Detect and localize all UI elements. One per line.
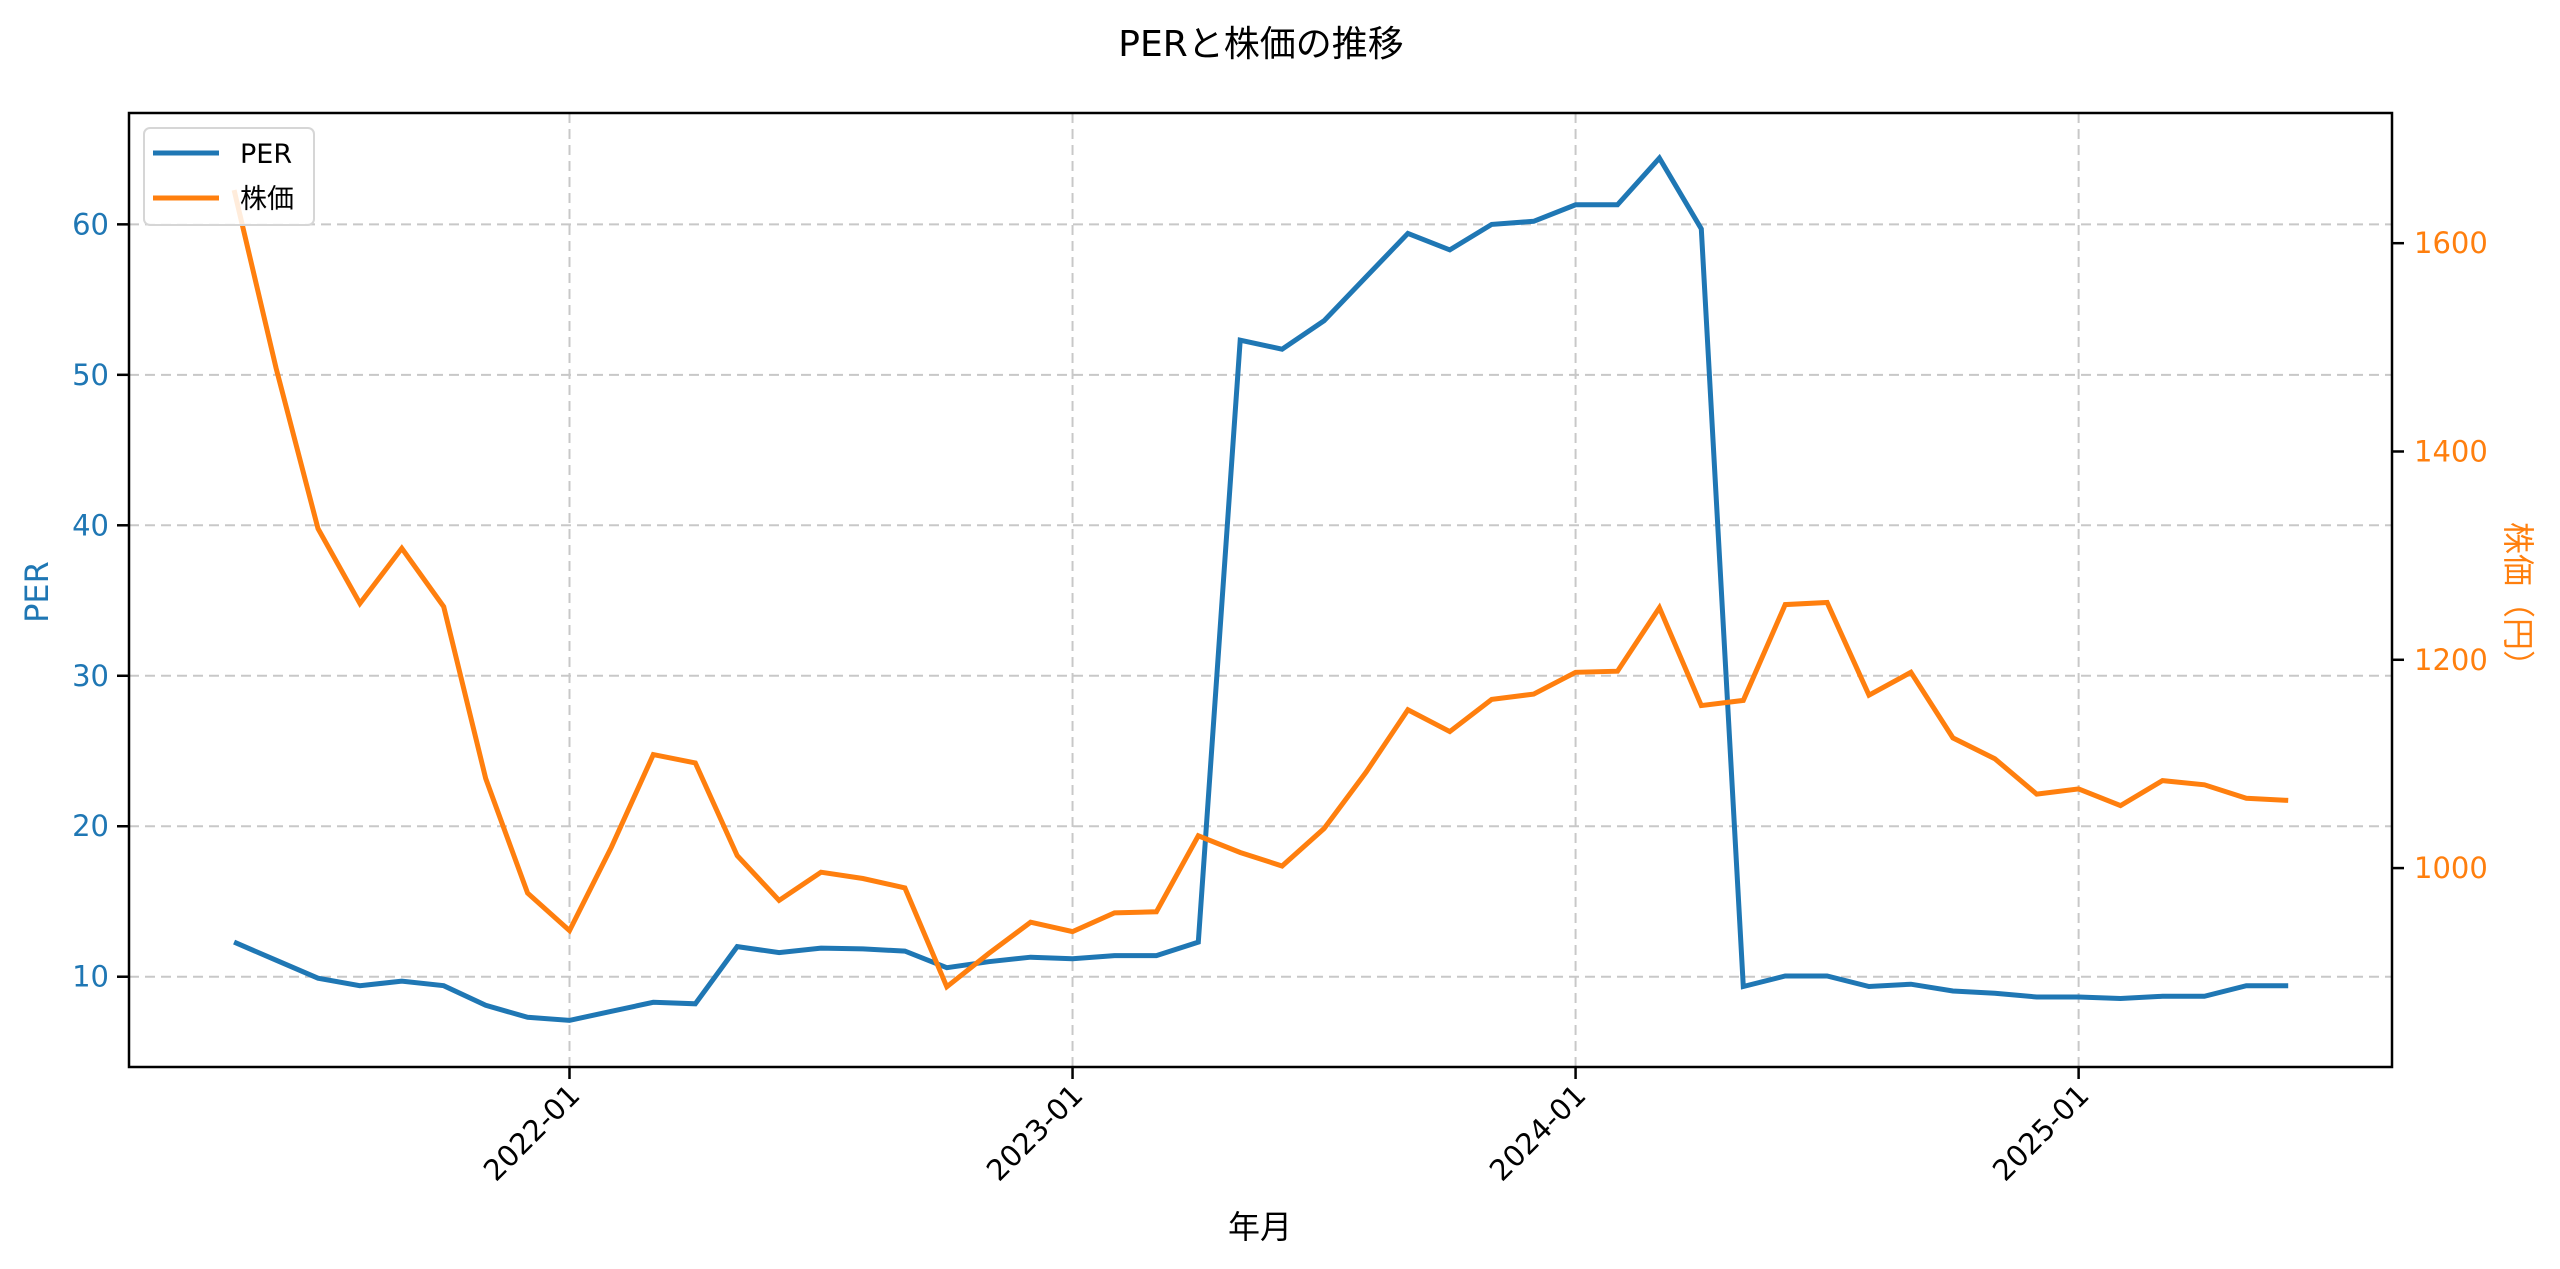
per-line <box>233 153 2289 1023</box>
x-tick-label: 2025-01 <box>1986 1078 2096 1188</box>
y-tick-label: 30 <box>72 659 109 693</box>
left-y-axis-label: PER <box>18 561 56 623</box>
y-right-tick-label: 1000 <box>2414 851 2488 885</box>
y-tick-label: 10 <box>72 960 109 994</box>
y-right-tick-label: 1600 <box>2414 226 2488 260</box>
y-tick-label: 40 <box>72 508 109 542</box>
chart-title: PERと株価の推移 <box>1118 24 1403 65</box>
stock-price-line <box>231 189 2289 991</box>
y-right-tick-label: 1200 <box>2414 643 2488 677</box>
y-tick-label: 60 <box>72 207 109 241</box>
left-y-axis: 10 20 30 40 50 60 <box>72 207 129 994</box>
y-tick-label: 50 <box>72 358 109 392</box>
y-right-tick-label: 1400 <box>2414 434 2488 468</box>
x-tick-label: 2023-01 <box>980 1078 1090 1188</box>
plot-frame <box>127 111 2394 1069</box>
x-tick-label: 2024-01 <box>1483 1078 1593 1188</box>
legend-price-label: 株価 <box>240 184 294 215</box>
x-axis: 2022-01 2023-01 2024-01 2025-01 <box>477 1067 2096 1188</box>
legend: PER 株価 <box>143 127 315 226</box>
plot-series <box>231 153 2289 1023</box>
right-y-axis-label: 株価（円） <box>2499 522 2537 682</box>
legend-per-label: PER <box>240 139 292 170</box>
grid-lines <box>129 113 2392 1067</box>
y-tick-label: 20 <box>72 809 109 843</box>
x-axis-label: 年月 <box>1228 1208 1292 1246</box>
x-tick-label: 2022-01 <box>477 1078 587 1188</box>
right-y-axis: 1000 1200 1400 1600 <box>2392 226 2488 885</box>
